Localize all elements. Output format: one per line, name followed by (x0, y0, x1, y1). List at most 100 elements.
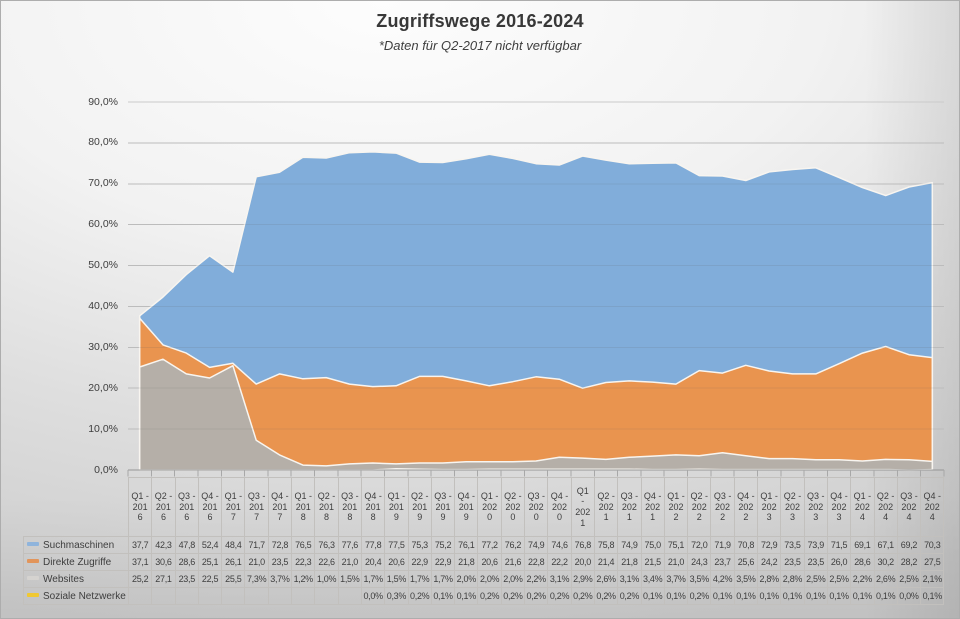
table-cell: 52,4 (197, 536, 223, 554)
table-cell: 3,4% (640, 570, 665, 588)
series-name: Websites (43, 573, 84, 585)
table-cell: 20,6 (384, 553, 409, 571)
y-axis-label: 50,0% (88, 259, 118, 272)
table-cell: 2,2% (524, 570, 549, 588)
area-outline (138, 358, 934, 470)
legend-swatch-icon (27, 558, 39, 563)
table-cell: 1,0% (314, 570, 339, 588)
table-cell: 0,2% (617, 587, 642, 605)
table-cell: 48,4 (221, 536, 246, 554)
table-cell (314, 587, 339, 605)
y-axis-label: 0,0% (94, 463, 118, 476)
table-cell: 1,7% (360, 570, 386, 588)
table-cell: 25,6 (733, 553, 759, 571)
table-cell: 24,2 (757, 553, 782, 571)
table-cell: 2,9% (570, 570, 595, 588)
column-header: Q3 - 202 2 (710, 477, 735, 537)
legend-swatch-icon (27, 541, 39, 546)
table-cell: 0,2% (500, 587, 526, 605)
column-header: Q3 - 201 6 (174, 477, 199, 537)
table-cell: 21,4 (593, 553, 619, 571)
series-label: Soziale Netzwerke (23, 587, 129, 605)
table-cell: 26,1 (221, 553, 246, 571)
column-header: Q1 - 202 0 (477, 477, 502, 537)
table-cell: 4,2% (710, 570, 735, 588)
area-outline (138, 151, 934, 470)
table-cell (221, 587, 246, 605)
column-header: Q2 - 201 6 (151, 477, 176, 537)
table-cell: 25,2 (127, 570, 153, 588)
column-header: Q3 - 201 9 (430, 477, 456, 537)
column-header: Q4 - 201 8 (360, 477, 386, 537)
data-table: Q1 - 201 6 Q2 - 201 6 Q3 - 201 6 Q4 - 201 6… (23, 477, 945, 605)
column-header: Q3 - 202 3 (803, 477, 828, 537)
table-cell: 21,0 (244, 553, 269, 571)
table-cell: 74,9 (524, 536, 549, 554)
table-corner-cell (23, 477, 129, 537)
table-cell (267, 587, 293, 605)
table-cell: 37,7 (127, 536, 153, 554)
column-header: Q1 - 202 3 (757, 477, 782, 537)
table-cell: 7,3% (244, 570, 269, 588)
table-cell: 0,1% (640, 587, 665, 605)
table-cell: 73,5 (780, 536, 805, 554)
column-header: Q2 - 202 3 (780, 477, 805, 537)
table-header-row: Q1 - 201 6 Q2 - 201 6 Q3 - 201 6 Q4 - 201 6… (23, 477, 945, 537)
column-header: Q4 - 202 0 (547, 477, 572, 537)
table-cell: 75,1 (663, 536, 689, 554)
table-cell: 75,8 (593, 536, 619, 554)
table-cell: 75,0 (640, 536, 665, 554)
table-cell: 75,3 (407, 536, 432, 554)
table-cell: 77,5 (384, 536, 409, 554)
column-header: Q3 - 202 4 (896, 477, 922, 537)
y-axis-label: 40,0% (88, 299, 118, 312)
y-axis-label: 60,0% (88, 218, 118, 231)
table-cell (151, 587, 176, 605)
series-name: Soziale Netzwerke (43, 590, 126, 602)
table-cell (174, 587, 199, 605)
table-cell (244, 587, 269, 605)
column-header: Q2 - 201 9 (407, 477, 432, 537)
series-label: Websites (23, 570, 129, 588)
table-cell: 0,1% (454, 587, 479, 605)
table-cell: 0,3% (384, 587, 409, 605)
table-cell: 77,2 (477, 536, 502, 554)
table-cell: 0,2% (593, 587, 619, 605)
table-cell: 76,3 (314, 536, 339, 554)
table-cell: 23,7 (710, 553, 735, 571)
table-cell: 0,2% (477, 587, 502, 605)
chart-title: Zugriffswege 2016-2024 (376, 11, 584, 31)
table-cell: 3,5% (687, 570, 712, 588)
column-header: Q1 - 201 7 (221, 477, 246, 537)
table-cell: 3,5% (733, 570, 759, 588)
table-cell: 1,5% (337, 570, 362, 588)
column-header: Q2 - 202 0 (500, 477, 526, 537)
table-cell: 2,0% (500, 570, 526, 588)
column-header: Q4 - 202 4 (920, 477, 945, 537)
table-cell: 0,2% (687, 587, 712, 605)
table-cell: 23,5 (780, 553, 805, 571)
table-row: Soziale Netzwerke 0,0% 0,3% 0,2% 0,1% 0,1% 0,2… (23, 587, 945, 605)
table-cell: 2,0% (454, 570, 479, 588)
table-cell: 22,9 (430, 553, 456, 571)
table-cell: 21,5 (640, 553, 665, 571)
column-header: Q1 - 201 6 (127, 477, 153, 537)
table-cell: 3,1% (617, 570, 642, 588)
table-row: Websites 25,2 27,1 23,5 22,5 25,5 7,3% 3,7% 1,2%… (23, 570, 945, 588)
column-header: Q3 - 202 0 (524, 477, 549, 537)
table-cell: 2,6% (593, 570, 619, 588)
table-cell: 21,8 (454, 553, 479, 571)
table-cell: 27,1 (151, 570, 176, 588)
table-cell: 42,3 (151, 536, 176, 554)
table-cell: 26,0 (826, 553, 852, 571)
y-axis-label: 80,0% (88, 136, 118, 149)
table-cell: 0,1% (826, 587, 852, 605)
table-cell: 1,7% (430, 570, 456, 588)
table-cell: 0,1% (803, 587, 828, 605)
table-cell: 0,1% (663, 587, 689, 605)
series-label: Suchmaschinen (23, 536, 129, 554)
column-header: Q4 - 202 3 (826, 477, 852, 537)
table-cell: 74,6 (547, 536, 572, 554)
table-cell: 22,3 (291, 553, 316, 571)
